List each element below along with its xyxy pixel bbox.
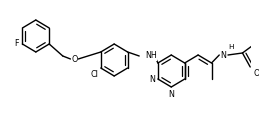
Text: O: O [253, 69, 259, 78]
Text: O: O [71, 54, 77, 63]
Text: N: N [149, 75, 155, 84]
Text: N: N [168, 90, 174, 99]
Text: N: N [220, 51, 226, 60]
Text: Cl: Cl [91, 70, 99, 79]
Text: F: F [14, 39, 19, 48]
Text: NH: NH [145, 52, 157, 61]
Text: H: H [228, 44, 233, 50]
